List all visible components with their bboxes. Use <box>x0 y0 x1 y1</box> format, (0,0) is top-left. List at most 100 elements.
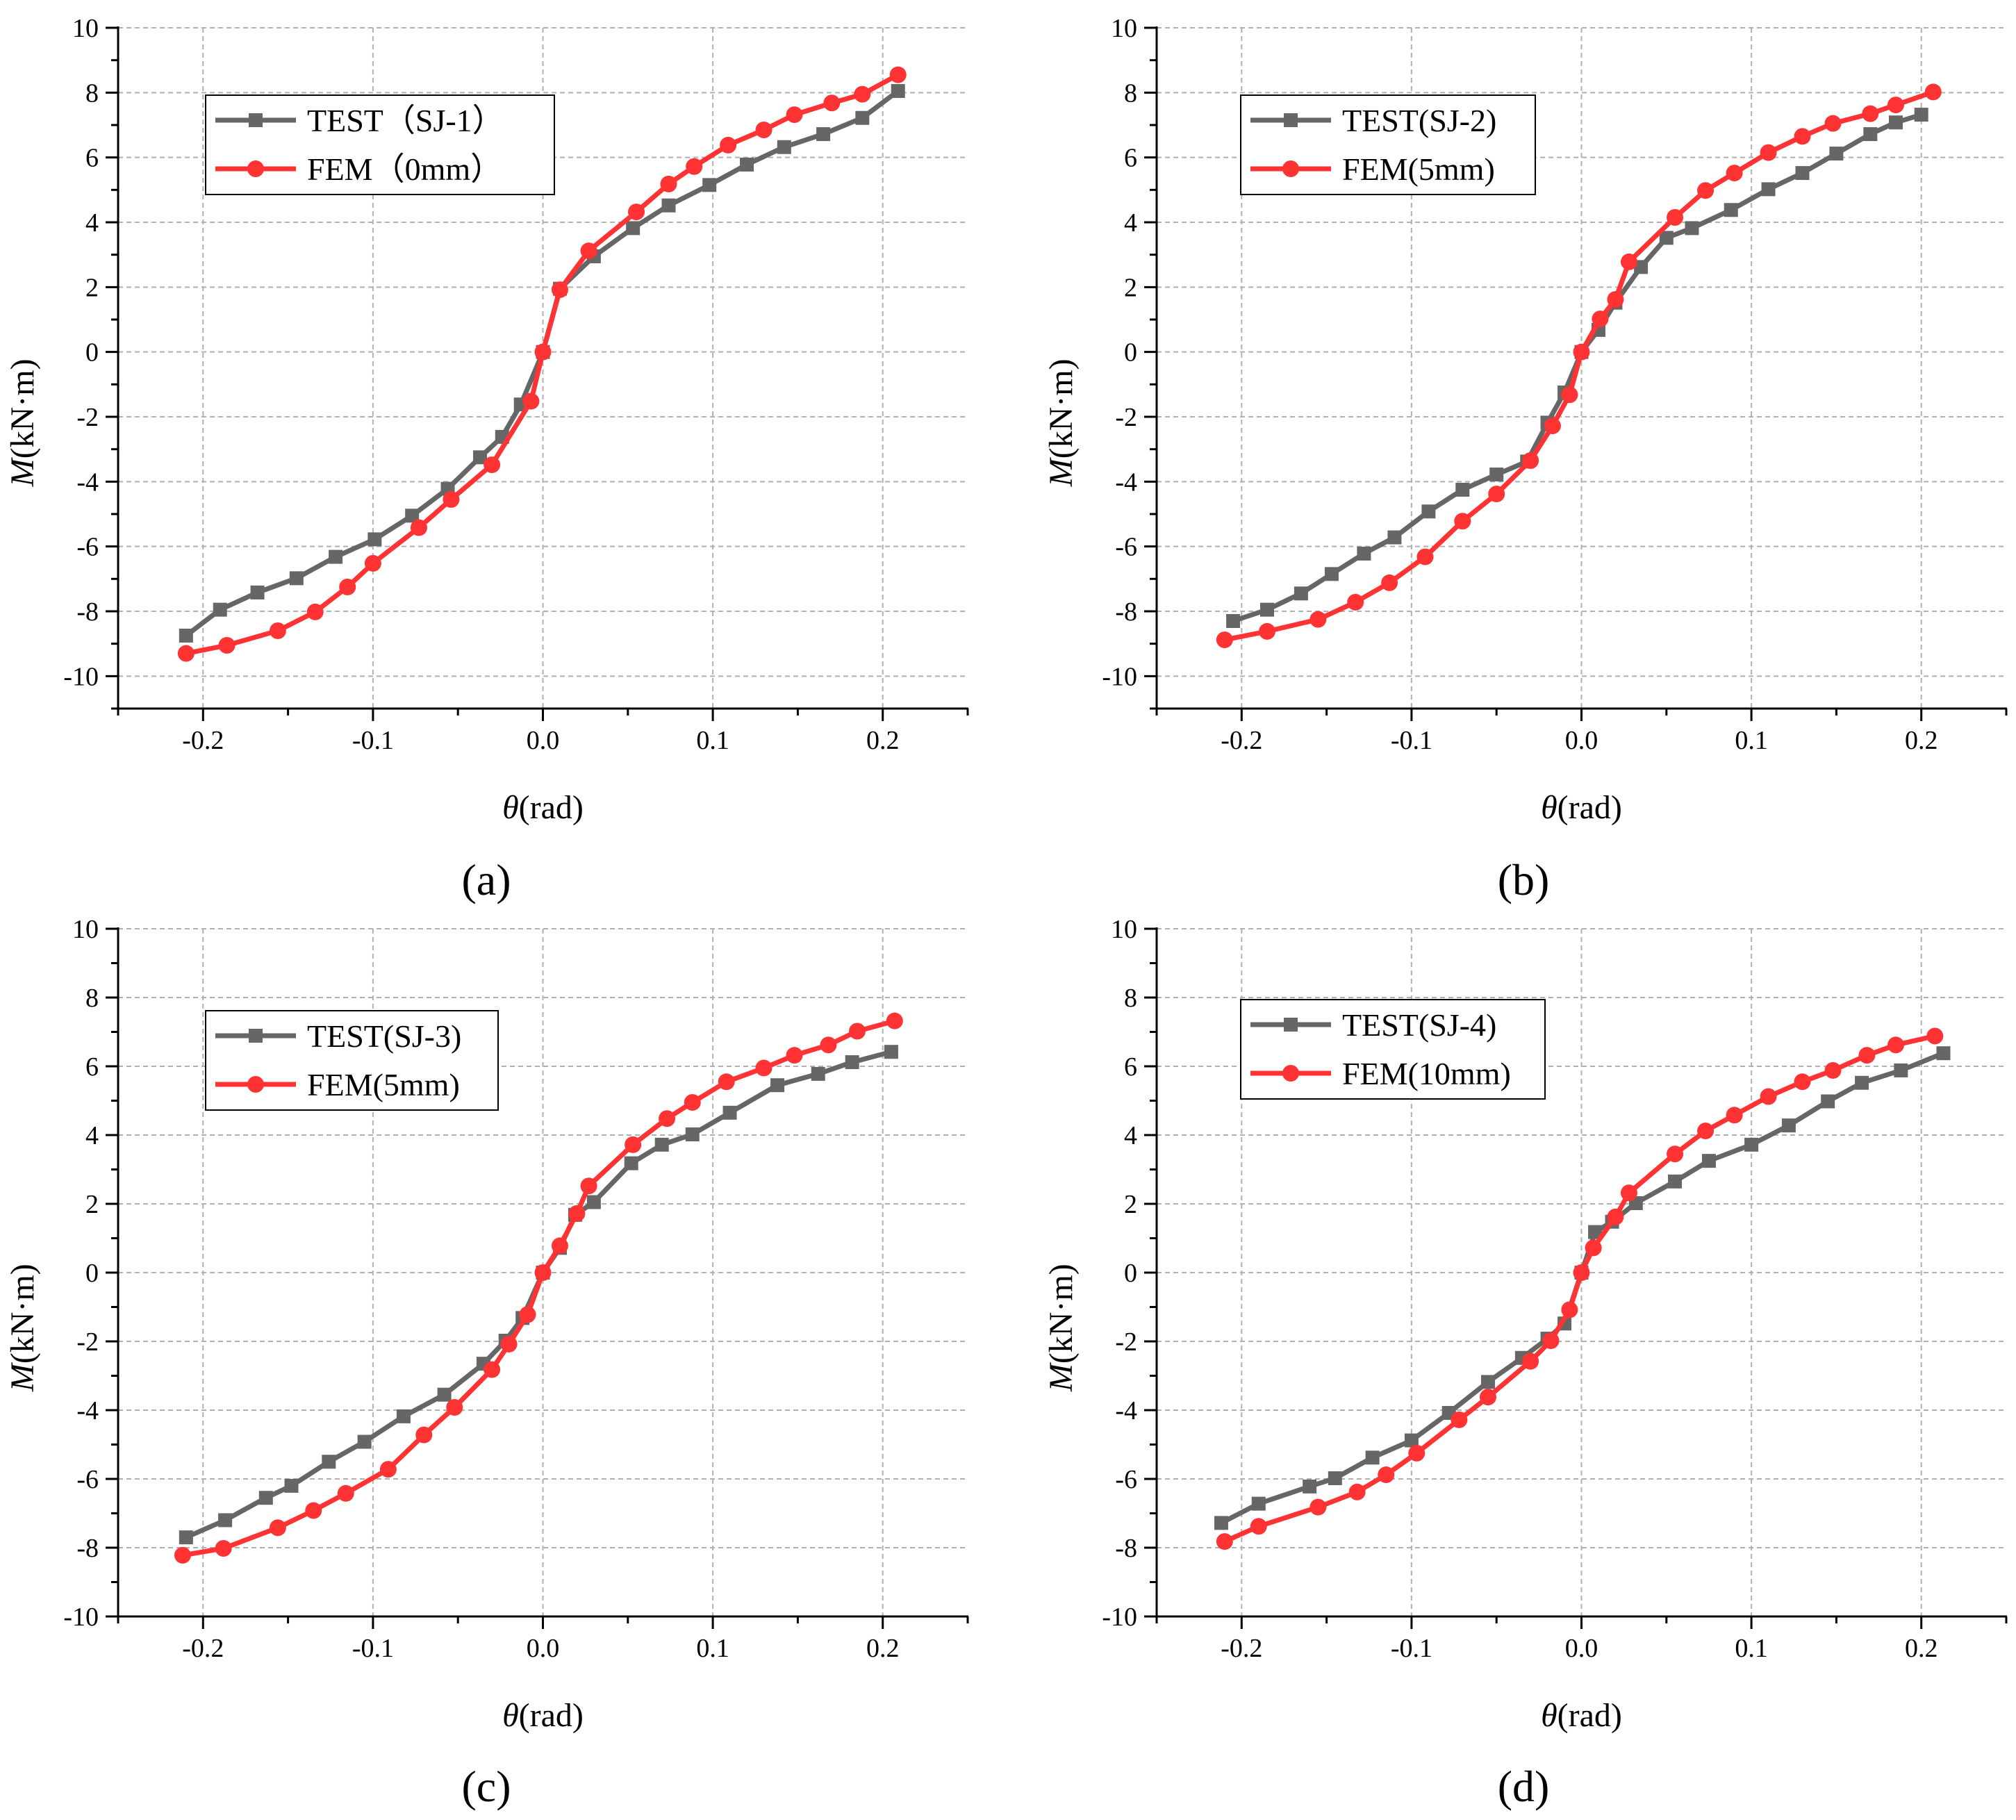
y-axis-title: M(kN·m) <box>4 358 41 487</box>
y-tick-label: -10 <box>1102 1603 1137 1632</box>
y-tick-label: 10 <box>72 14 99 43</box>
data-point-test <box>722 1105 737 1120</box>
data-point-test <box>845 1055 859 1070</box>
data-point-fem <box>660 175 677 192</box>
x-tick-label: 0.0 <box>527 1634 560 1663</box>
data-point-fem <box>534 1264 552 1281</box>
y-tick-label: 2 <box>1124 273 1137 302</box>
data-point-test <box>1214 1516 1228 1530</box>
data-point-fem <box>1216 1533 1233 1550</box>
y-tick-label: 8 <box>1124 78 1137 108</box>
data-point-test <box>1821 1094 1835 1109</box>
data-point-fem <box>786 1047 803 1064</box>
panel-label: (d) <box>1498 1762 1550 1811</box>
y-tick-label: 6 <box>85 1052 99 1082</box>
data-point-test <box>179 629 193 643</box>
y-tick-label: -6 <box>1115 533 1137 562</box>
data-point-test <box>437 1387 452 1402</box>
data-point-test <box>367 532 382 547</box>
panel-label: (a) <box>461 855 511 904</box>
data-point-test <box>1914 108 1928 122</box>
legend-box <box>1240 999 1546 1100</box>
data-point-fem <box>1607 291 1624 308</box>
data-point-fem <box>215 1539 232 1557</box>
data-point-fem <box>218 637 236 654</box>
y-axis-unit: (kN·m) <box>4 358 41 458</box>
x-tick-label: -0.1 <box>1391 726 1432 755</box>
data-point-fem <box>519 1306 536 1323</box>
data-point-fem <box>1216 631 1233 649</box>
y-tick-label: 8 <box>85 984 99 1013</box>
series-line-test <box>185 1049 892 1540</box>
x-tick-label: -0.2 <box>182 1634 224 1663</box>
y-axis-title: M(kN·m) <box>4 1264 41 1392</box>
x-tick-label: -0.2 <box>1221 1634 1262 1663</box>
data-point-test <box>1294 586 1308 601</box>
data-point-fem <box>1573 343 1590 361</box>
data-point-fem <box>306 603 324 620</box>
y-tick-label: -10 <box>63 662 99 691</box>
data-point-fem <box>1454 513 1471 530</box>
series-line-test <box>1220 1050 1944 1525</box>
y-axis-unit: (kN·m) <box>4 1264 41 1364</box>
data-point-fem <box>659 1110 676 1127</box>
x-tick-label: 0.0 <box>527 726 560 755</box>
data-point-test <box>329 549 343 564</box>
data-point-fem <box>1887 97 1905 114</box>
y-tick-label: -10 <box>63 1603 99 1632</box>
y-tick-label: 8 <box>1124 984 1137 1013</box>
data-point-test <box>1668 1174 1683 1189</box>
data-point-test <box>816 127 831 142</box>
x-tick-label: -0.2 <box>182 726 224 755</box>
x-axis-symbol: θ <box>502 789 519 826</box>
data-point-fem <box>823 94 841 112</box>
panel-label: (b) <box>1498 855 1550 904</box>
y-tick-label: -2 <box>1115 403 1137 432</box>
data-point-fem <box>1726 165 1743 182</box>
data-point-fem <box>718 1073 735 1091</box>
data-point-test <box>1829 147 1844 161</box>
data-point-test <box>777 140 791 154</box>
y-axis-title: M(kN·m) <box>1043 358 1080 487</box>
y-tick-label: 10 <box>1111 14 1137 43</box>
x-tick-label: 0.1 <box>696 1634 729 1663</box>
data-point-test <box>322 1455 336 1469</box>
data-point-fem <box>786 106 803 124</box>
data-point-fem <box>1479 1389 1496 1406</box>
data-point-fem <box>379 1461 397 1478</box>
data-point-fem <box>1620 253 1637 270</box>
data-point-test <box>1659 231 1674 245</box>
data-point-fem <box>1760 144 1777 161</box>
data-point-fem <box>1697 1123 1715 1140</box>
data-point-fem <box>1667 1145 1684 1163</box>
x-axis-title: θ(rad) <box>1541 1697 1622 1734</box>
data-point-fem <box>522 392 540 410</box>
y-tick-label: -6 <box>76 533 99 562</box>
data-point-test <box>702 178 717 192</box>
data-point-fem <box>446 1399 463 1416</box>
x-axis-symbol: θ <box>1541 789 1558 826</box>
data-point-test <box>855 110 870 125</box>
x-tick-label: 0.0 <box>1565 726 1598 755</box>
legend-marker-test <box>1284 1018 1298 1032</box>
y-tick-label: 6 <box>1124 1052 1137 1082</box>
data-point-test <box>1489 468 1504 482</box>
data-point-test <box>1701 1154 1716 1168</box>
data-point-fem <box>755 122 772 138</box>
data-point-fem <box>1381 574 1398 591</box>
data-point-fem <box>484 456 501 474</box>
data-point-fem <box>625 1136 642 1153</box>
y-axis-symbol: M <box>4 1362 41 1392</box>
data-point-fem <box>1309 611 1327 628</box>
y-tick-label: 0 <box>1124 338 1137 367</box>
data-point-fem <box>854 85 871 103</box>
y-tick-label: 6 <box>85 144 99 173</box>
data-point-test <box>1855 1075 1869 1090</box>
data-point-test <box>884 1045 898 1059</box>
data-point-fem <box>177 645 195 662</box>
data-point-fem <box>1451 1411 1468 1428</box>
y-tick-label: -2 <box>76 403 99 432</box>
data-point-test <box>1357 546 1371 561</box>
data-point-test <box>586 1195 601 1209</box>
data-point-fem <box>684 1093 701 1111</box>
